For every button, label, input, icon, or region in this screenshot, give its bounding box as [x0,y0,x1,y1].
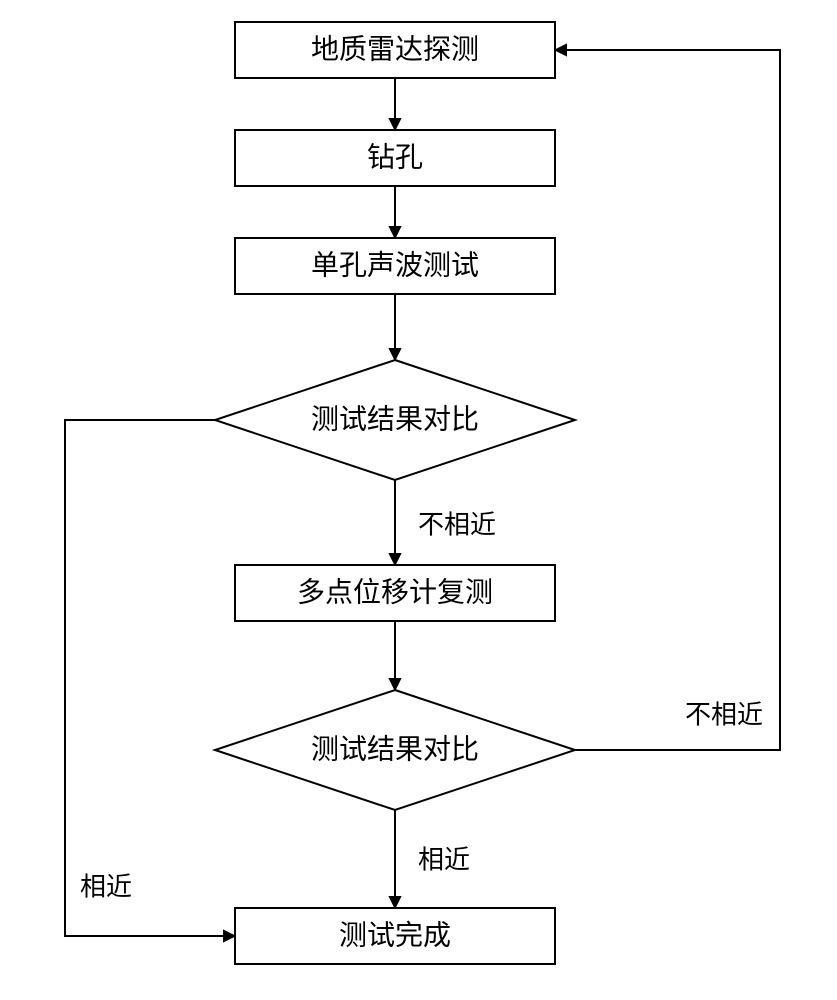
node-label-n1: 地质雷达探测 [311,34,479,66]
edge-label-e5: 相近 [80,873,132,902]
node-label-d2: 测试结果对比 [311,734,479,766]
node-label-n3: 单孔声波测试 [311,250,479,282]
edge-e5 [65,420,235,936]
node-label-d1: 测试结果对比 [311,404,479,436]
edge-label-e8: 不相近 [685,701,763,730]
edge-label-e4: 不相近 [418,511,496,540]
node-label-n4: 多点位移计复测 [297,577,493,609]
edge-label-e7: 相近 [418,846,470,875]
node-label-n2: 钻孔 [367,142,423,174]
edge-e8 [555,50,780,750]
node-label-n5: 测试完成 [339,920,451,952]
